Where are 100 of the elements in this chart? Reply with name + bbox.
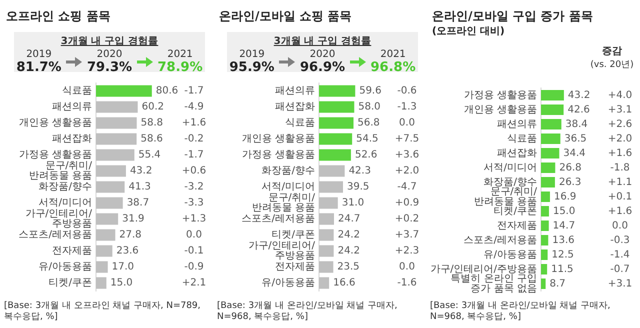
data-label: 24.2	[338, 230, 360, 241]
bar	[96, 149, 134, 161]
data-label: 39.5	[346, 182, 370, 193]
y-tick-label: 가정용 생활용품	[464, 90, 537, 101]
bar	[541, 119, 562, 130]
y-tick-label: 가정용 생활용품	[242, 150, 315, 161]
y-tick-label: 서적/미디어	[38, 198, 92, 209]
data-label: 15.0	[552, 206, 576, 217]
text: 증감	[601, 45, 623, 58]
text: 2020	[308, 49, 336, 60]
data-label: 34.4	[563, 148, 586, 159]
bar	[541, 90, 564, 100]
bar	[319, 165, 345, 177]
y-tick-label: 가정용 생활용품	[18, 150, 92, 161]
text: 2021	[166, 49, 194, 60]
text: +1.6	[182, 118, 206, 129]
y-tick-label: 문구/취미/반려동물 용품	[474, 186, 538, 208]
bar	[541, 177, 555, 188]
text: -1.6	[397, 278, 417, 289]
y-tick-label: 화장품/향수	[484, 176, 537, 188]
bar	[541, 162, 556, 173]
y-tick-label: 티켓/쿠폰	[494, 206, 537, 217]
data-label: 17.0	[112, 262, 134, 273]
chart-title: 오프라인 쇼핑 품목	[6, 8, 110, 25]
data-label: 60.2	[142, 102, 164, 113]
bar	[96, 277, 106, 289]
y-tick-label: 스포츠/레저용품	[242, 214, 315, 225]
y-tick-label: 가구/인테리어/주방용품	[25, 208, 93, 230]
data-label: 36.5	[564, 133, 587, 144]
y-tick-label: 특별히 온라인 구입 증가 품목 없음	[450, 273, 537, 294]
text: +3.1	[608, 104, 632, 116]
bar	[319, 133, 352, 145]
chart-title: 온라인/모바일 구입 증가 품목	[432, 8, 593, 25]
data-label: 52.6	[354, 150, 378, 161]
bar	[96, 85, 152, 97]
data-label: 42.3	[348, 166, 371, 177]
y-tick-label: 가구/인테리어/주방용품	[430, 264, 537, 275]
data-label: 58.0	[358, 102, 380, 113]
data-label: 26.8	[559, 162, 582, 174]
text: +3.1	[608, 278, 632, 290]
text: +4.0	[608, 90, 632, 101]
text: 3개월 내 구입 경험률	[272, 35, 372, 48]
text: 79.3%	[86, 60, 132, 75]
bar	[319, 197, 338, 209]
text: -0.2	[184, 134, 204, 145]
text: [Base: 3개월 내 오프라인 채널 구매자, N=789, 복수응답, %]	[4, 301, 202, 323]
y-tick-label: 패션의류	[497, 118, 537, 130]
data-label: 38.7	[126, 198, 150, 209]
text: +2.0	[608, 133, 632, 144]
chart-subtitle: (오프라인 대비)	[432, 25, 505, 38]
y-tick-label: 식료품	[62, 86, 92, 97]
data-label: 58.6	[140, 134, 163, 145]
y-tick-label: 패션의류	[52, 102, 92, 113]
bar	[541, 235, 548, 246]
text: +0.9	[394, 198, 420, 209]
bar	[541, 250, 548, 260]
text: -0.6	[397, 86, 417, 97]
bar	[96, 229, 116, 241]
y-tick-label: 전자제품	[52, 246, 92, 257]
bar	[319, 101, 354, 113]
data-label: 56.8	[358, 118, 380, 129]
y-tick-label: 개인용 생활용품	[242, 134, 315, 145]
text: +2.1	[182, 278, 206, 289]
data-label: 15.0	[110, 278, 133, 289]
bar	[541, 134, 560, 144]
y-tick-label: 유/아동용품	[262, 278, 315, 289]
bar	[96, 133, 137, 145]
bar	[96, 197, 123, 209]
text: 95.9%	[229, 60, 274, 75]
y-tick-label: 식료품	[507, 133, 537, 144]
data-label: 8.7	[550, 278, 566, 290]
text: -1.7	[184, 150, 204, 161]
text: 78.9%	[158, 60, 203, 75]
bar	[96, 261, 108, 273]
bar	[319, 117, 354, 129]
y-tick-label: 패션잡화	[497, 148, 537, 159]
text: +1.6	[608, 148, 632, 159]
bar	[96, 165, 126, 177]
y-tick-label: 문구/취미/반려동물 용품	[252, 192, 316, 214]
data-label: 55.4	[138, 150, 161, 161]
y-tick-label: 유/아동용품	[484, 249, 537, 260]
text: -1.7	[184, 86, 204, 97]
data-label: 27.8	[119, 230, 142, 241]
bar	[319, 181, 343, 193]
data-label: 31.0	[342, 198, 364, 209]
text: [Base: 3개월 내 온라인/모바일 채널 구매자, N=968, 복수응답, %]	[430, 301, 612, 323]
bar	[541, 220, 549, 231]
text: 2019	[25, 49, 53, 60]
text: +1.3	[182, 214, 206, 225]
bar	[541, 148, 560, 158]
text: (vs. 20년)	[589, 59, 635, 71]
text: +7.5	[394, 134, 420, 145]
y-tick-label: 개인용 생활용품	[18, 118, 92, 129]
text: 96.8%	[370, 60, 416, 75]
y-tick-label: 서적/미디어	[262, 182, 315, 193]
text: +1.1	[608, 176, 632, 188]
bar	[541, 192, 550, 202]
text: [Base: 3개월 내 온라인/모바일 채널 구매자, N=968, 복수응답, %]	[217, 301, 398, 323]
text: -1.8	[610, 162, 630, 174]
text: +1.6	[608, 206, 632, 217]
